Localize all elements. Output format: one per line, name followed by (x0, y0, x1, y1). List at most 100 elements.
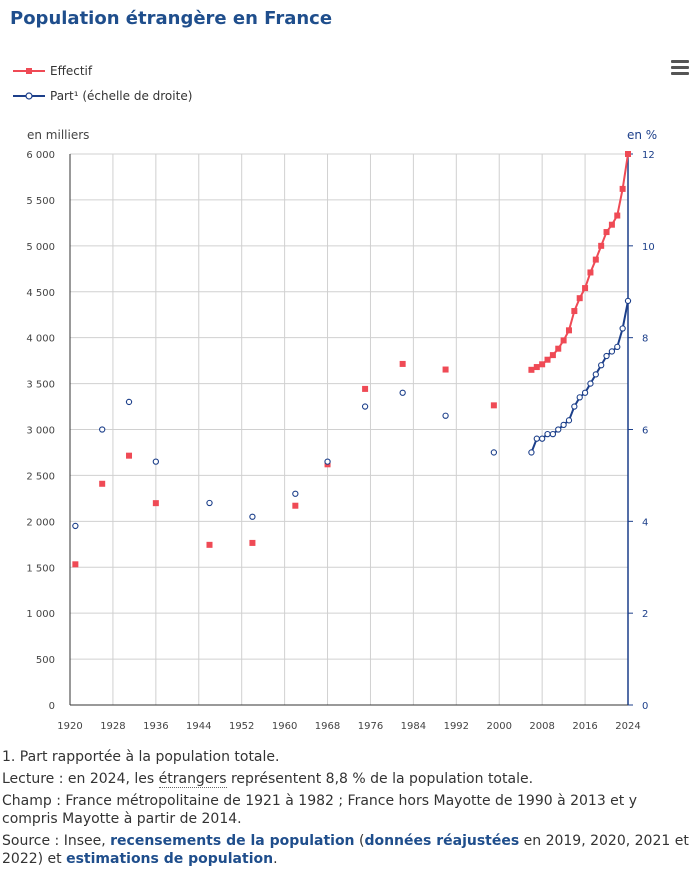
part-point (206, 499, 213, 507)
link-etrangers[interactable]: étrangers (158, 771, 227, 788)
y-left-tick-label: 500 (36, 655, 55, 666)
legend-label-effectif: Effectif (50, 64, 93, 78)
x-tick-label: 1976 (358, 721, 383, 732)
legend-square-marker-icon (13, 68, 45, 74)
effectif-point (576, 295, 583, 302)
link-estimations[interactable]: estimations de population (66, 851, 274, 867)
part-point (528, 449, 535, 456)
chart-notes: 1. Part rapportée à la population totale… (2, 748, 692, 872)
part-point (581, 389, 589, 396)
part-point (587, 380, 594, 387)
part-point (399, 389, 406, 396)
effectif-point (539, 361, 546, 368)
effectif-point (152, 500, 159, 507)
effectif-point (565, 327, 572, 334)
y-left-tick-label: 2 500 (26, 471, 55, 482)
y-right-tick-label: 0 (642, 701, 648, 712)
y-left-tick-label: 4 000 (26, 334, 55, 345)
part-point (442, 412, 449, 419)
effectif-point (533, 364, 540, 371)
y-left-tick-label: 6 000 (26, 150, 55, 161)
part-point (571, 403, 578, 410)
note-champ: Champ : France métropolitaine de 1921 à … (2, 793, 638, 827)
effectif-point (603, 229, 610, 236)
effectif-point (608, 221, 615, 228)
y-right-tick-label: 6 (642, 426, 648, 437)
effectif-point (592, 256, 599, 263)
chart-title: Population étrangère en France (10, 8, 333, 29)
y-left-tick-label: 3 500 (26, 380, 55, 391)
left-axis-unit: en milliers (27, 128, 90, 142)
effectif-point (490, 402, 497, 409)
y-left-tick-label: 5 000 (26, 242, 55, 253)
part-point (592, 371, 599, 378)
note-source: Source : Insee, recensements de la popul… (2, 833, 689, 867)
note-part: 1. Part rapportée à la population totale… (2, 749, 280, 765)
x-tick-label: 1992 (444, 721, 469, 732)
effectif-point (292, 502, 299, 509)
part-point (99, 426, 106, 433)
y-right-tick-label: 12 (642, 150, 655, 161)
effectif-point (544, 356, 551, 363)
x-tick-label: 1960 (272, 721, 297, 732)
effectif-point (571, 308, 578, 315)
part-point (565, 417, 573, 424)
part-point (125, 398, 133, 406)
part-point (549, 430, 557, 438)
y-left-tick-label: 1 500 (26, 563, 55, 574)
y-left-tick-label: 5 500 (26, 196, 55, 207)
effectif-point (362, 385, 369, 392)
y-left-tick-label: 3 000 (26, 426, 55, 437)
effectif-point (399, 360, 406, 367)
link-donnees-reajustees[interactable]: données réajustées (364, 833, 520, 849)
chart-plot: 0 500 1 000 1 500 2 000 2 500 3 000 3 500 4 000 4… (26, 150, 655, 732)
part-point (619, 325, 626, 332)
y-left-tick-label: 0 (49, 701, 55, 712)
effectif-point (560, 337, 567, 344)
effectif-point (528, 366, 535, 373)
note-lecture: Lecture : en 2024, les étrangers représe… (2, 771, 534, 788)
part-point (361, 403, 369, 410)
effectif-point (549, 352, 556, 359)
effectif-point (598, 242, 605, 249)
part-point (576, 394, 583, 401)
x-tick-label: 1928 (100, 721, 125, 732)
x-tick-label: 2016 (572, 721, 597, 732)
effectif-point (619, 185, 626, 192)
y-right-tick-label: 4 (642, 517, 648, 528)
part-point (603, 352, 610, 360)
part-point (490, 449, 498, 456)
y-left-tick-label: 1 000 (26, 609, 55, 620)
effectif-point (582, 285, 589, 292)
effectif-point (99, 480, 106, 487)
part-point (72, 522, 79, 530)
right-axis-unit: en % (627, 128, 658, 142)
x-tick-label: 1944 (186, 721, 211, 732)
part-point (152, 458, 159, 465)
effectif-point (442, 366, 449, 373)
y-right-tick-label: 10 (642, 242, 655, 253)
x-tick-label: 2000 (487, 721, 512, 732)
x-tick-label: 1920 (57, 721, 82, 732)
effectif-point (555, 345, 562, 352)
part-point (614, 343, 621, 350)
link-recensements[interactable]: recensements de la population (110, 833, 355, 849)
legend-label-part: Part¹ (échelle de droite) (50, 89, 193, 103)
effectif-point (206, 541, 213, 548)
legend-item-part[interactable]: Part¹ (échelle de droite) (12, 89, 192, 103)
x-tick-label: 2024 (615, 721, 640, 732)
part-point (292, 490, 299, 497)
y-left-tick-label: 2 000 (26, 517, 55, 528)
effectif-point (126, 452, 133, 459)
part-point (560, 421, 567, 429)
part-point (555, 426, 562, 433)
part-point (624, 297, 632, 305)
legend-item-effectif[interactable]: Effectif (12, 64, 92, 78)
part-point (539, 435, 546, 442)
hamburger-menu-icon[interactable] (671, 60, 689, 76)
x-tick-label: 2008 (529, 721, 554, 732)
effectif-point (614, 212, 621, 219)
effectif-point (72, 561, 79, 568)
y-left-tick-label: 4 500 (26, 288, 55, 299)
y-right-tick-label: 8 (642, 334, 648, 345)
